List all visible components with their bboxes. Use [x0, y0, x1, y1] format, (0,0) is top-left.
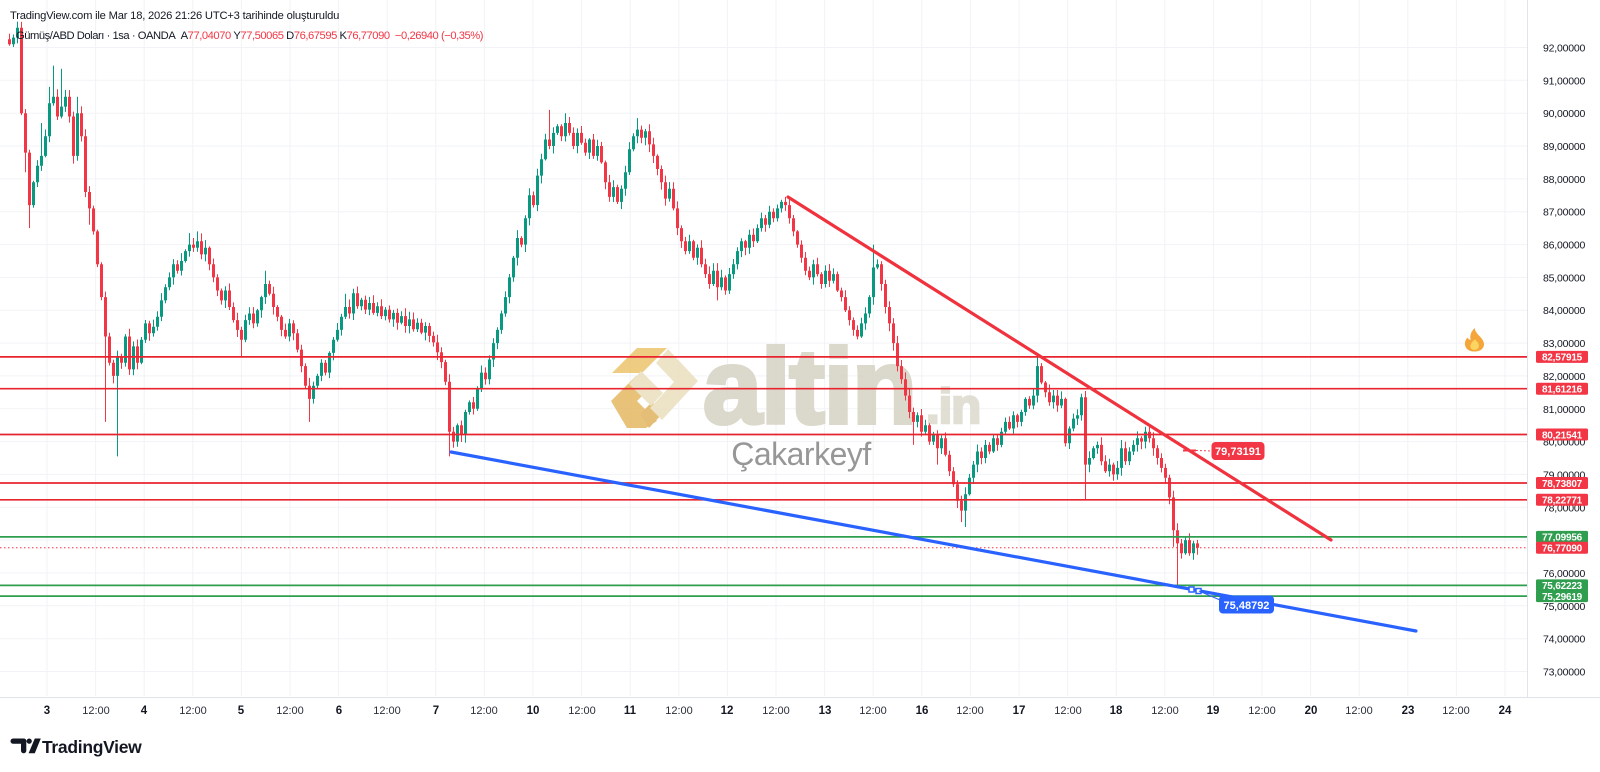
- svg-text:12:00: 12:00: [762, 705, 790, 717]
- svg-text:6: 6: [336, 705, 342, 717]
- svg-text:12:00: 12:00: [276, 705, 304, 717]
- svg-text:10: 10: [527, 705, 540, 717]
- svg-text:88,00000: 88,00000: [1543, 174, 1586, 186]
- svg-text:75,29619: 75,29619: [1542, 592, 1583, 603]
- svg-text:12:00: 12:00: [1151, 705, 1179, 717]
- svg-text:12:00: 12:00: [859, 705, 887, 717]
- svg-text:24: 24: [1499, 705, 1512, 717]
- svg-text:11: 11: [624, 705, 637, 717]
- svg-text:80,21541: 80,21541: [1542, 430, 1583, 441]
- svg-text:12:00: 12:00: [665, 705, 693, 717]
- svg-text:12:00: 12:00: [373, 705, 401, 717]
- svg-text:19: 19: [1207, 705, 1220, 717]
- svg-text:12:00: 12:00: [956, 705, 984, 717]
- svg-text:Gümüş/ABD Doları · 1sa · OANDA: Gümüş/ABD Doları · 1sa · OANDA A77,04070…: [16, 30, 484, 42]
- svg-text:74,00000: 74,00000: [1543, 634, 1586, 646]
- svg-text:13: 13: [819, 705, 832, 717]
- svg-text:altin: altin: [703, 328, 916, 446]
- svg-text:87,00000: 87,00000: [1543, 207, 1586, 219]
- svg-text:82,00000: 82,00000: [1543, 371, 1586, 383]
- svg-text:79,73191: 79,73191: [1215, 446, 1261, 458]
- svg-text:12:00: 12:00: [470, 705, 498, 717]
- svg-text:86,00000: 86,00000: [1543, 240, 1586, 252]
- svg-text:12:00: 12:00: [179, 705, 207, 717]
- svg-text:77,09956: 77,09956: [1542, 533, 1583, 544]
- svg-text:85,00000: 85,00000: [1543, 272, 1586, 284]
- svg-text:TradingView.com ile Mar 18, 20: TradingView.com ile Mar 18, 2026 21:26 U…: [10, 10, 339, 22]
- svg-text:91,00000: 91,00000: [1543, 75, 1586, 87]
- svg-text:89,00000: 89,00000: [1543, 141, 1586, 153]
- svg-text:12:00: 12:00: [82, 705, 110, 717]
- svg-text:12: 12: [721, 705, 734, 717]
- svg-text:12:00: 12:00: [1442, 705, 1470, 717]
- svg-text:76,00000: 76,00000: [1543, 568, 1586, 580]
- svg-text:75,62223: 75,62223: [1542, 581, 1583, 592]
- svg-text:12:00: 12:00: [1248, 705, 1276, 717]
- svg-text:73,00000: 73,00000: [1543, 667, 1586, 679]
- svg-text:76,77090: 76,77090: [1542, 544, 1583, 555]
- svg-text:84,00000: 84,00000: [1543, 305, 1586, 317]
- svg-text:18: 18: [1110, 705, 1123, 717]
- svg-text:83,00000: 83,00000: [1543, 338, 1586, 350]
- svg-text:81,00000: 81,00000: [1543, 404, 1586, 416]
- svg-text:82,57915: 82,57915: [1542, 353, 1583, 364]
- svg-text:5: 5: [238, 705, 245, 717]
- svg-text:3: 3: [44, 705, 50, 717]
- svg-text:16: 16: [916, 705, 929, 717]
- svg-text:23: 23: [1402, 705, 1415, 717]
- svg-text:7: 7: [433, 705, 439, 717]
- svg-text:20: 20: [1305, 705, 1318, 717]
- svg-text:TradingView: TradingView: [42, 737, 142, 757]
- svg-text:75,00000: 75,00000: [1543, 601, 1586, 613]
- svg-text:81,61216: 81,61216: [1542, 385, 1583, 396]
- svg-text:4: 4: [141, 705, 148, 717]
- svg-text:12:00: 12:00: [568, 705, 596, 717]
- svg-text:12:00: 12:00: [1345, 705, 1373, 717]
- svg-text:12:00: 12:00: [1054, 705, 1082, 717]
- svg-text:90,00000: 90,00000: [1543, 108, 1586, 120]
- svg-text:78,73807: 78,73807: [1542, 479, 1583, 490]
- svg-text:17: 17: [1013, 705, 1026, 717]
- svg-text:92,00000: 92,00000: [1543, 43, 1586, 55]
- svg-text:75,48792: 75,48792: [1224, 600, 1270, 612]
- svg-text:Çakarkeyf: Çakarkeyf: [731, 436, 871, 472]
- svg-text:78,22771: 78,22771: [1542, 496, 1583, 507]
